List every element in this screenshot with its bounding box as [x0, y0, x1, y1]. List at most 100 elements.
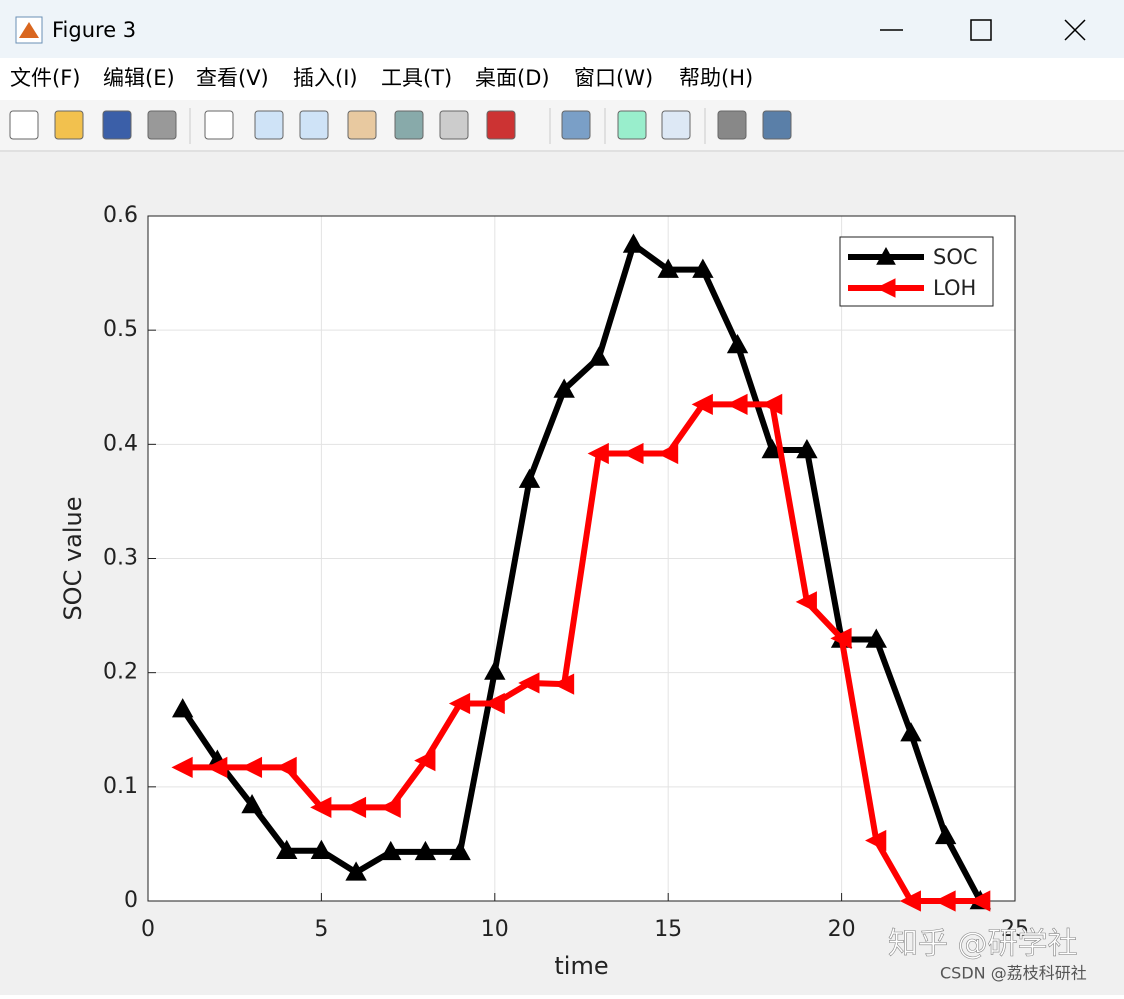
marker [310, 796, 332, 819]
marker [934, 890, 956, 912]
marker [934, 824, 957, 845]
watermark: 知乎 @研学社 [888, 927, 1078, 962]
marker [761, 438, 783, 459]
x-tick-label: 0 [141, 917, 155, 942]
tool-button[interactable] [147, 110, 177, 140]
x-tick-label: 5 [314, 917, 328, 942]
x-tick-label: 10 [481, 917, 509, 942]
marker [830, 627, 852, 650]
tool-button[interactable] [762, 110, 792, 140]
tool-button[interactable] [254, 110, 284, 140]
marker [379, 796, 401, 819]
marker [865, 829, 887, 852]
plot: 0 0.1 0.2 0.3 0.4 0.5 0.6 0 5 10 15 20 25 time SOC val… [59, 203, 1029, 980]
tool-button[interactable] [299, 110, 329, 140]
marker [795, 591, 817, 613]
tool-button[interactable] [617, 110, 647, 140]
y-tick-label: 0.3 [103, 546, 138, 571]
marker [171, 756, 193, 779]
tool-button[interactable] [717, 110, 747, 140]
marker [692, 258, 714, 278]
menu-item[interactable]: 帮助(H) [679, 66, 753, 90]
tool-button[interactable] [561, 110, 591, 140]
marker [414, 840, 437, 861]
menu-item[interactable]: 查看(V) [196, 66, 269, 90]
menu: 文件(F) 编辑(E) 查看(V) 插入(I) 工具(T) 桌面(D) 窗口(W) 帮助(H) [10, 66, 753, 90]
marker [726, 333, 749, 354]
marker [380, 840, 402, 861]
menu-item[interactable]: 工具(T) [381, 66, 452, 90]
tool-button[interactable] [204, 110, 234, 140]
x-tick-label: 25 [1001, 917, 1029, 942]
tool-button[interactable] [439, 110, 469, 140]
marker [241, 794, 263, 814]
marker [344, 796, 367, 819]
marker [865, 628, 887, 648]
tool-button[interactable] [486, 110, 516, 140]
y-tick-label: 0.5 [103, 317, 138, 342]
legend-label: SOC [933, 245, 978, 269]
legend-marker [875, 278, 896, 298]
window-title: Figure 3 [52, 18, 136, 42]
menu-item[interactable]: 文件(F) [10, 66, 80, 90]
menu-item[interactable]: 桌面(D) [475, 66, 550, 90]
menu-item[interactable]: 窗口(W) [574, 66, 653, 90]
series-line [182, 401, 981, 904]
marker [588, 346, 610, 366]
marker [448, 692, 471, 715]
marker [761, 393, 783, 415]
marker [345, 861, 367, 881]
axes-box [147, 215, 1016, 902]
toolbar-icons [9, 108, 792, 144]
marker [171, 698, 194, 718]
marker [899, 890, 921, 912]
marker [900, 722, 922, 742]
tool-button[interactable] [347, 110, 377, 140]
tool-button[interactable] [394, 110, 424, 140]
marker [276, 839, 298, 859]
marker [449, 840, 471, 861]
close-button[interactable] [1064, 19, 1086, 41]
y-tick-label: 0.1 [103, 774, 138, 799]
x-axis-label: time [554, 952, 608, 980]
watermark: CSDN @荔枝科研社 [940, 964, 1087, 983]
y-tick-label: 0 [124, 888, 138, 913]
marker [206, 756, 228, 779]
marker [552, 673, 575, 695]
tool-button[interactable] [661, 110, 691, 140]
marker [622, 442, 644, 465]
marker [587, 442, 609, 465]
y-axis-label: SOC value [59, 496, 87, 620]
title-bar [0, 0, 1124, 58]
y-tick-label: 0.2 [103, 660, 138, 685]
y-tick-label: 0.4 [103, 431, 138, 456]
legend-box [839, 236, 994, 307]
tool-button[interactable] [102, 110, 132, 140]
marker [240, 756, 263, 779]
tool-button[interactable] [54, 110, 84, 140]
marker [483, 692, 505, 715]
menu-bar [0, 58, 1124, 100]
marker [657, 258, 679, 278]
marker [275, 756, 297, 779]
legend-marker [876, 246, 896, 265]
marker [796, 438, 818, 459]
app-icon-shape [19, 22, 39, 38]
marker [691, 393, 713, 415]
marker [414, 749, 436, 772]
maximize-button[interactable] [970, 19, 992, 41]
marker [484, 660, 506, 680]
marker [518, 672, 540, 694]
menu-item[interactable]: 插入(I) [293, 66, 358, 90]
y-tick-label: 0.6 [103, 203, 138, 228]
tool-button[interactable] [9, 110, 39, 140]
menu-item[interactable]: 编辑(E) [103, 66, 175, 90]
x-tick-label: 20 [828, 917, 856, 942]
marker [553, 378, 575, 398]
x-tick-label: 15 [654, 917, 682, 942]
marker [656, 442, 679, 465]
marker [969, 890, 991, 912]
marker [726, 393, 748, 415]
